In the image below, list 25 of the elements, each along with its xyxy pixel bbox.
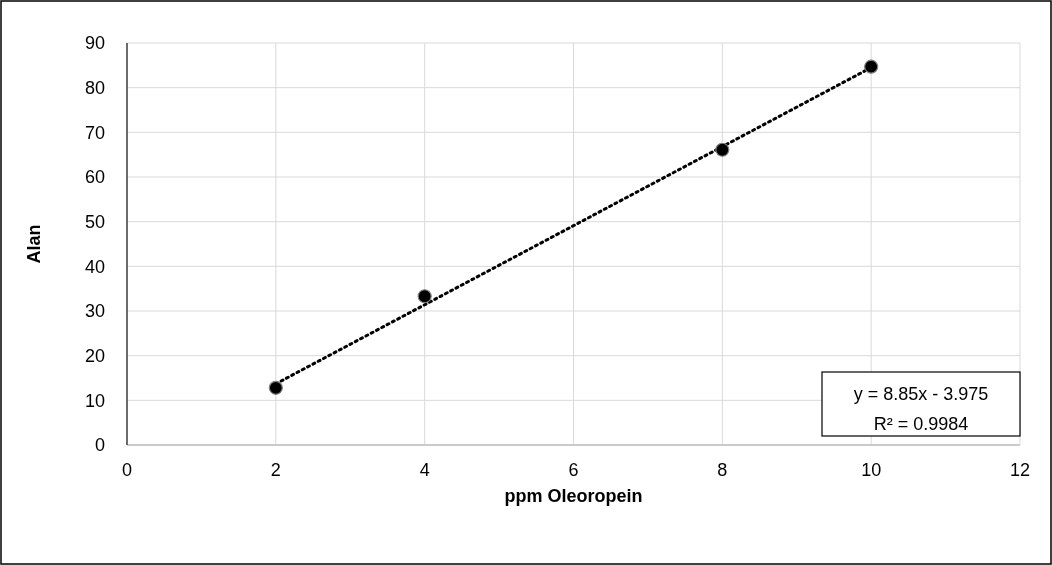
y-tick-label: 70 [84, 122, 105, 143]
point [417, 289, 432, 304]
x-axis-title: ppm Oleoropein [504, 486, 643, 506]
annotation: y = 8.85x - 3.975 [853, 384, 989, 404]
point [715, 142, 730, 157]
y-axis-title: Alan [24, 224, 44, 264]
y-tick-label: 40 [84, 256, 105, 277]
point [864, 59, 879, 74]
x-tick-label: 2 [270, 460, 281, 480]
y-tick-label: 0 [94, 435, 105, 456]
y-tick-label: 20 [84, 345, 105, 366]
y-tick-label: 30 [84, 301, 105, 322]
x-tick-label: 0 [121, 460, 133, 480]
y-tick-label: 10 [84, 390, 105, 411]
y-tick-label: 80 [84, 77, 105, 98]
point [268, 380, 283, 395]
annotation: R² = 0.9984 [873, 414, 969, 434]
x-tick-label: 4 [419, 460, 430, 480]
x-tick-label: 6 [568, 460, 579, 480]
x-tick-label: 10 [861, 460, 882, 480]
x-tick-label: 12 [1009, 460, 1031, 480]
y-tick-label: 50 [84, 211, 105, 232]
x-tick-label: 8 [717, 460, 728, 480]
y-tick-label: 90 [84, 33, 105, 54]
y-tick-label: 60 [84, 167, 105, 188]
